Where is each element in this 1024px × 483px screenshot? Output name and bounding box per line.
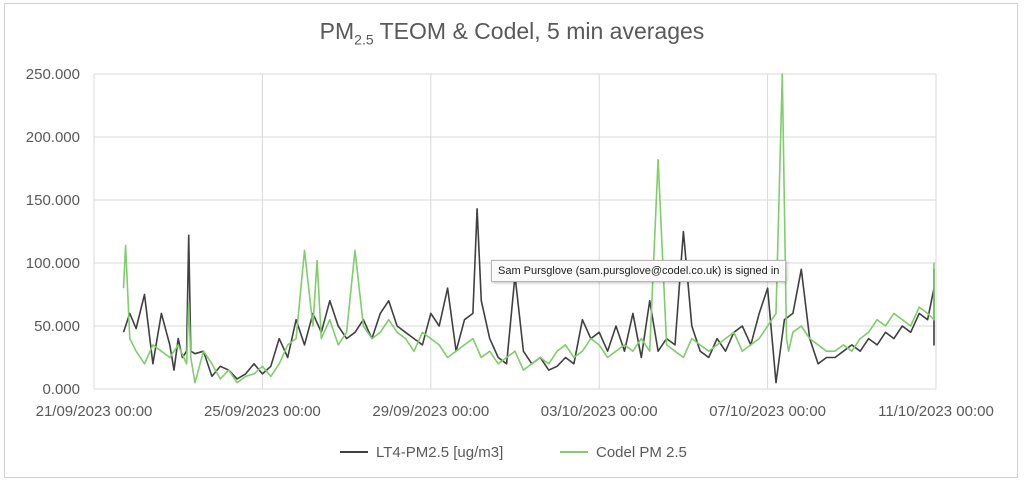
legend-item-codel: Codel PM 2.5	[560, 442, 687, 462]
grid-lines	[93, 73, 937, 390]
chart-title-main: PM	[319, 18, 355, 44]
chart-frame	[4, 3, 1018, 478]
y-tick-label: 150.000	[26, 192, 80, 209]
legend-swatch-lt4	[340, 451, 368, 453]
x-tick-label: 07/10/2023 00:00	[709, 403, 826, 420]
legend-item-lt4: LT4-PM2.5 [ug/m3]	[340, 442, 503, 462]
x-tick-label: 21/09/2023 00:00	[36, 403, 153, 420]
chart-title-rest: TEOM & Codel, 5 min averages	[373, 18, 705, 44]
signed-in-tooltip: Sam Pursglove (sam.pursglove@codel.co.uk…	[491, 260, 787, 282]
legend-swatch-codel	[560, 451, 588, 453]
axis-labels: 0.000 50.000 100.000 150.000 200.000 250.000 2…	[26, 66, 994, 420]
chart-title-subscript: 2.5	[354, 31, 374, 48]
series-line-codel	[122, 73, 935, 384]
x-tick-label: 29/09/2023 00:00	[372, 403, 489, 420]
y-tick-label: 0.000	[42, 381, 80, 398]
x-tick-label: 25/09/2023 00:00	[204, 403, 321, 420]
x-tick-label: 03/10/2023 00:00	[541, 403, 658, 420]
y-tick-label: 100.000	[26, 255, 80, 272]
legend-label-lt4: LT4-PM2.5 [ug/m3]	[376, 443, 504, 461]
y-tick-label: 50.000	[34, 318, 80, 335]
y-tick-label: 250.000	[26, 66, 80, 83]
y-tick-label: 200.000	[26, 129, 80, 146]
x-tick-label: 11/10/2023 00:00	[878, 403, 994, 420]
series-layer	[122, 73, 935, 384]
chart-title: PM2.5 TEOM & Codel, 5 min averages	[0, 18, 1024, 48]
series-line-lt4	[122, 208, 935, 384]
legend-label-codel: Codel PM 2.5	[596, 443, 687, 461]
